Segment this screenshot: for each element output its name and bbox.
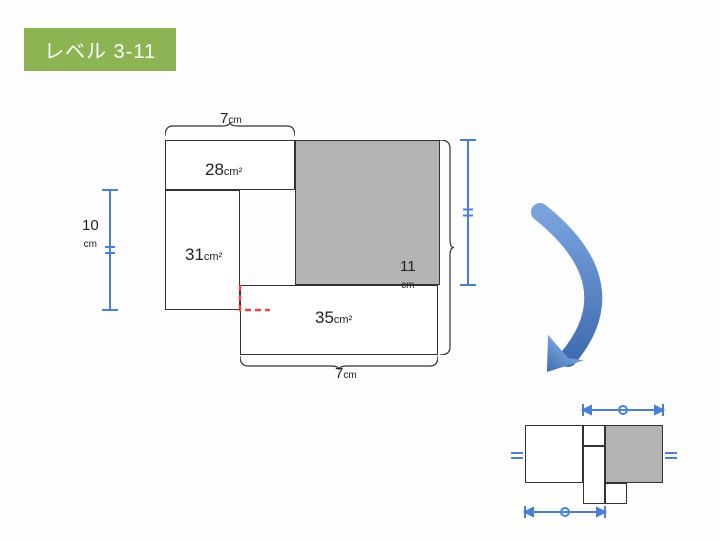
level-badge: レベル 3-11 — [24, 28, 176, 71]
small-rect-gray — [605, 425, 663, 483]
area-bottom: 35cm² — [315, 308, 352, 328]
area-left: 31cm² — [185, 245, 222, 265]
small-rect-left — [525, 425, 583, 483]
small-rect-bot — [605, 483, 627, 504]
small-rect-top — [583, 425, 605, 446]
rect-gray — [295, 140, 440, 285]
area-top: 28cm² — [205, 160, 242, 180]
level-text: レベル 3-11 — [44, 41, 156, 63]
small-rect-mid — [583, 446, 605, 504]
red-dashed-corner — [238, 283, 272, 312]
dim-left10: 10cm — [82, 217, 99, 251]
dim-right11: 11cm — [400, 258, 416, 292]
